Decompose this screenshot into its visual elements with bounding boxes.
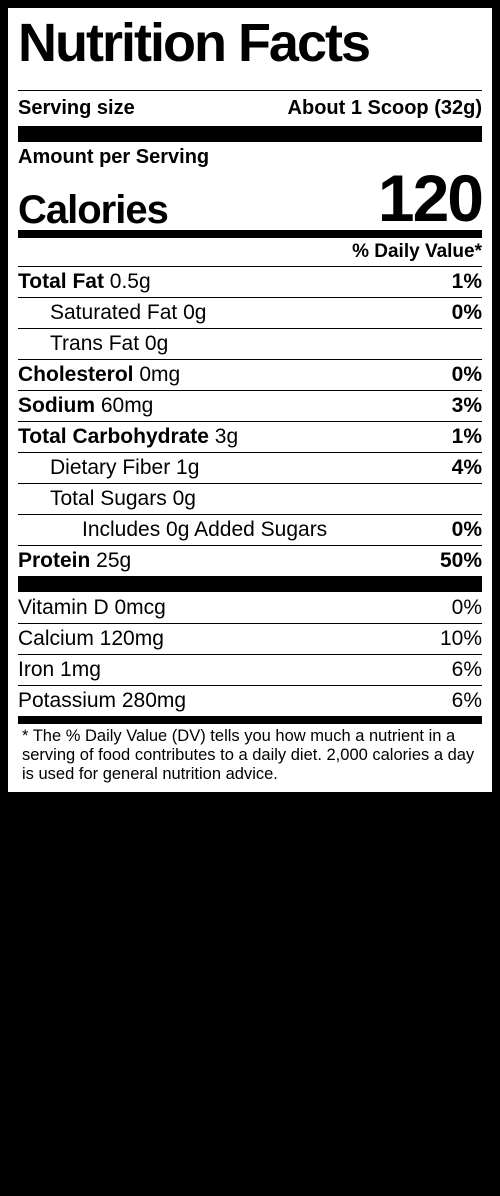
nutrient-dv: 1% [452, 425, 482, 449]
vitamin-row: Iron 1mg 6% [18, 654, 482, 685]
serving-row: Serving size About 1 Scoop (32g) [18, 91, 482, 126]
nutrient-dv: 0% [452, 301, 482, 325]
footnote-text: The % Daily Value (DV) tells you how muc… [22, 727, 474, 783]
nutrient-row: Saturated Fat 0g 0% [18, 297, 482, 328]
nutrient-dv: 50% [440, 549, 482, 573]
footnote: * The % Daily Value (DV) tells you how m… [18, 724, 482, 786]
divider-thick [18, 126, 482, 142]
vitamin-dv: 6% [452, 658, 482, 682]
nutrient-dv: 3% [452, 394, 482, 418]
nutrient-name: Cholesterol 0mg [18, 363, 180, 387]
nutrient-row: Trans Fat 0g [18, 328, 482, 359]
calories-row: Calories 120 [18, 169, 482, 230]
calories-label: Calories [18, 192, 168, 228]
divider-medium [18, 716, 482, 724]
vitamins-section: Vitamin D 0mcg 0% Calcium 120mg 10% Iron 1mg… [18, 592, 482, 716]
vitamin-row: Potassium 280mg 6% [18, 685, 482, 716]
nutrient-name: Saturated Fat 0g [18, 301, 206, 325]
divider-thick [18, 576, 482, 592]
nutrition-facts-panel: Nutrition Facts Serving size About 1 Sco… [6, 6, 494, 794]
nutrient-dv: 0% [452, 363, 482, 387]
nutrient-name: Total Carbohydrate 3g [18, 425, 238, 449]
nutrient-name: Trans Fat 0g [18, 332, 168, 356]
serving-size-label: Serving size [18, 97, 135, 120]
daily-value-header: % Daily Value* [18, 238, 482, 266]
panel-title: Nutrition Facts [18, 16, 482, 91]
nutrient-name: Includes 0g Added Sugars [18, 518, 327, 542]
nutrient-name: Sodium 60mg [18, 394, 153, 418]
nutrient-row: Includes 0g Added Sugars 0% [18, 514, 482, 545]
nutrient-row: Protein 25g 50% [18, 545, 482, 576]
nutrients-section: Total Fat 0.5g 1% Saturated Fat 0g 0% Trans … [18, 266, 482, 576]
nutrient-dv: 1% [452, 270, 482, 294]
vitamin-name: Calcium 120mg [18, 627, 164, 651]
nutrient-dv: 0% [452, 518, 482, 542]
footnote-star: * [22, 727, 28, 745]
nutrient-row: Total Fat 0.5g 1% [18, 266, 482, 297]
nutrient-row: Total Sugars 0g [18, 483, 482, 514]
vitamin-row: Vitamin D 0mcg 0% [18, 592, 482, 623]
calories-value: 120 [378, 169, 482, 228]
nutrient-name: Dietary Fiber 1g [18, 456, 199, 480]
nutrient-name: Protein 25g [18, 549, 131, 573]
nutrient-name: Total Fat 0.5g [18, 270, 151, 294]
nutrient-row: Cholesterol 0mg 0% [18, 359, 482, 390]
vitamin-dv: 0% [452, 596, 482, 620]
vitamin-dv: 10% [440, 627, 482, 651]
vitamin-row: Calcium 120mg 10% [18, 623, 482, 654]
serving-size-value: About 1 Scoop (32g) [288, 97, 482, 120]
vitamin-dv: 6% [452, 689, 482, 713]
nutrient-row: Dietary Fiber 1g 4% [18, 452, 482, 483]
nutrient-row: Total Carbohydrate 3g 1% [18, 421, 482, 452]
vitamin-name: Vitamin D 0mcg [18, 596, 166, 620]
vitamin-name: Iron 1mg [18, 658, 101, 682]
nutrient-name: Total Sugars 0g [18, 487, 196, 511]
vitamin-name: Potassium 280mg [18, 689, 186, 713]
nutrient-row: Sodium 60mg 3% [18, 390, 482, 421]
nutrient-dv: 4% [452, 456, 482, 480]
